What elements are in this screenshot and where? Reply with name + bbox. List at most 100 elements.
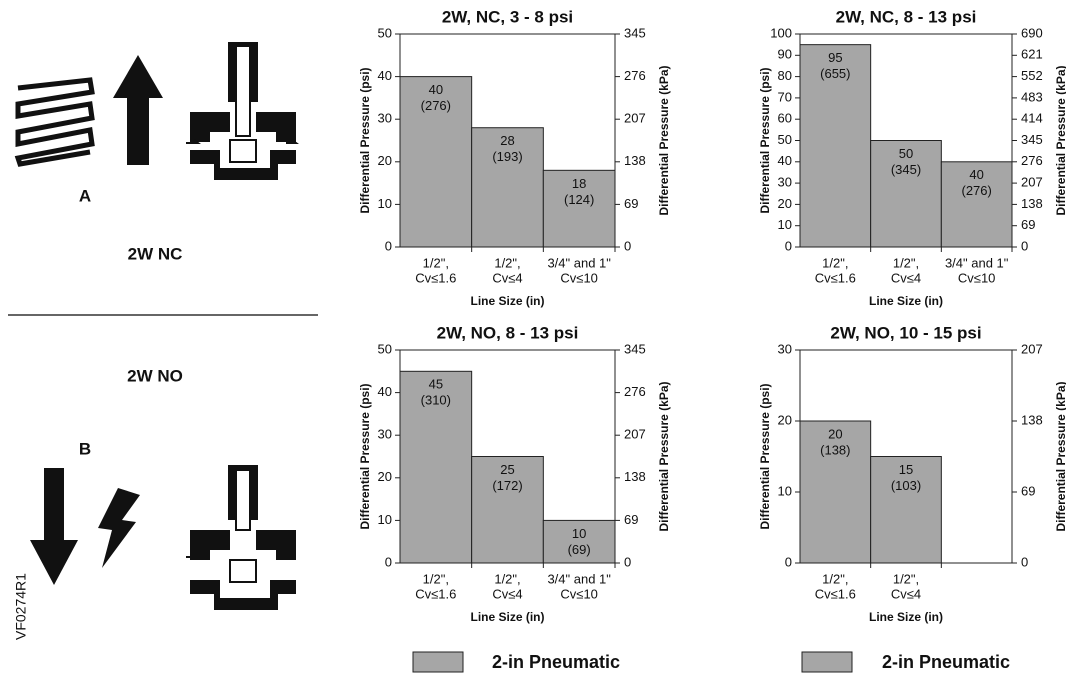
figure-id: VF0274R1 [13,573,29,640]
x-tick-label: Cv≤4 [492,586,522,601]
y-tick-label: 0 [385,554,392,569]
legend-swatch [801,651,853,673]
y2-tick-label: 207 [624,427,646,442]
bar [471,456,544,564]
x-tick-label: Cv≤10 [560,270,597,285]
legend-swatch [412,651,464,673]
y2-tick-label: 0 [624,554,631,569]
bar [870,456,942,564]
x-tick-label: Cv≤10 [560,586,597,601]
value-label: (276) [421,98,451,113]
y2-tick-label: 69 [624,196,638,211]
x-tick-label: 1/2", [423,571,449,586]
x-tick-label: Cv≤10 [958,270,995,285]
x-axis-label: Line Size (in) [470,610,544,624]
bar [399,370,473,564]
value-label: (69) [568,542,591,557]
value-label: 10 [572,526,586,541]
y-axis-label: Differential Pressure (psi) [358,383,372,529]
y2-tick-label: 69 [624,512,638,527]
y2-tick-label: 138 [624,153,646,168]
y-tick-label: 20 [778,196,792,211]
value-label: 40 [969,167,983,182]
y-tick-label: 90 [778,47,792,62]
bar [940,161,1013,248]
bar [799,44,872,248]
y-tick-label: 30 [778,175,792,190]
y-tick-label: 50 [378,25,392,40]
y2-tick-label: 207 [624,111,646,126]
y2-tick-label: 0 [624,238,631,253]
y-tick-label: 40 [378,384,392,399]
y2-tick-label: 552 [1021,68,1043,83]
y2-tick-label: 621 [1021,47,1043,62]
y2-axis-label: Differential Pressure (kPa) [657,65,671,215]
y-tick-label: 50 [378,341,392,356]
y2-tick-label: 345 [624,341,646,356]
label-b: B [79,439,91,458]
chart-title: 2W, NO, 8 - 13 psi [437,323,579,342]
y-axis-label: Differential Pressure (psi) [758,67,772,213]
x-tick-label: Cv≤1.6 [815,270,856,285]
y2-axis-label: Differential Pressure (kPa) [1054,381,1066,531]
y-axis-label: Differential Pressure (psi) [758,383,772,529]
y-tick-label: 40 [378,68,392,83]
value-label: 18 [572,176,586,191]
legend-label: 2-in Pneumatic [492,652,620,672]
value-label: (103) [891,478,921,493]
y-tick-label: 100 [770,25,792,40]
y-tick-label: 0 [785,554,792,569]
y-tick-label: 30 [778,341,792,356]
y2-tick-label: 138 [624,469,646,484]
x-tick-label: 1/2", [822,571,848,586]
x-tick-label: 1/2", [893,571,919,586]
value-label: 95 [828,50,842,65]
x-axis-label: Line Size (in) [470,294,544,308]
y-tick-label: 0 [385,238,392,253]
down-arrow [30,468,78,585]
bar [870,140,942,248]
bar [471,127,544,248]
y2-tick-label: 138 [1021,412,1043,427]
chart-title: 2W, NC, 8 - 13 psi [836,7,977,26]
y-tick-label: 70 [778,89,792,104]
x-tick-label: 3/4" and 1" [547,255,611,270]
y-tick-label: 10 [378,512,392,527]
y-tick-label: 10 [778,483,792,498]
bar [799,420,872,564]
y2-tick-label: 207 [1021,341,1043,356]
value-label: (172) [492,478,522,493]
value-label: (138) [820,442,850,457]
y-tick-label: 30 [378,111,392,126]
x-tick-label: 3/4" and 1" [547,571,611,586]
y2-tick-label: 345 [1021,132,1043,147]
y-tick-label: 50 [778,132,792,147]
no-title: 2W NO [127,366,183,385]
y-axis-label: Differential Pressure (psi) [358,67,372,213]
chart-title: 2W, NO, 10 - 15 psi [830,323,981,342]
x-tick-label: Cv≤4 [891,586,921,601]
value-label: 50 [899,146,913,161]
y2-tick-label: 69 [1021,217,1035,232]
y2-tick-label: 276 [624,68,646,83]
y-tick-label: 10 [778,217,792,232]
y-tick-label: 0 [785,238,792,253]
x-tick-label: 1/2", [423,255,449,270]
value-label: 20 [828,426,842,441]
lightning-icon [98,488,140,568]
label-a: A [79,186,91,205]
legend-label: 2-in Pneumatic [882,652,1010,672]
x-tick-label: 1/2", [494,571,520,586]
y-tick-label: 30 [378,427,392,442]
y-tick-label: 40 [778,153,792,168]
value-label: (193) [492,149,522,164]
valve-icon-b [186,465,296,610]
up-arrow [113,55,163,165]
x-tick-label: 3/4" and 1" [945,255,1009,270]
x-tick-label: Cv≤4 [492,270,522,285]
bar [542,519,616,564]
value-label: (655) [820,66,850,81]
chart-title: 2W, NC, 3 - 8 psi [442,7,573,26]
y-tick-label: 80 [778,68,792,83]
